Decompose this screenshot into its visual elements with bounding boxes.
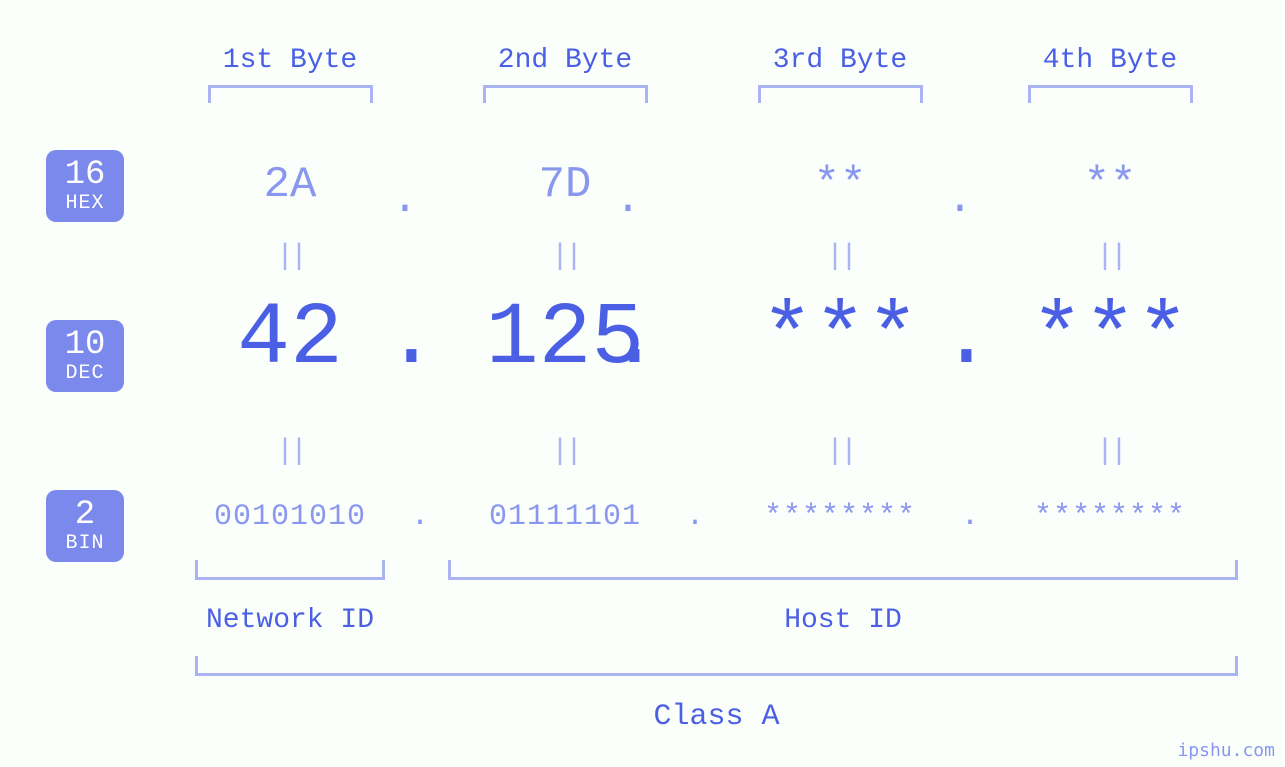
hex-byte-1: 2A [165, 160, 415, 210]
class-label: Class A [195, 700, 1238, 734]
dec-dot-3: . [940, 290, 980, 389]
bin-byte-3: ******** [715, 500, 965, 534]
base-badge-hex: 16 HEX [46, 150, 124, 222]
dec-dot-1: . [385, 290, 425, 389]
bin-dot-3: . [950, 500, 990, 534]
base-badge-hex-label: HEX [65, 193, 104, 214]
bin-dot-2: . [675, 500, 715, 534]
byte-header-1: 1st Byte [165, 45, 415, 76]
host-id-label: Host ID [448, 605, 1238, 636]
equals-icon: || [440, 240, 690, 274]
equals-icon: || [165, 240, 415, 274]
base-badge-bin: 2 BIN [46, 490, 124, 562]
equals-icon: || [715, 435, 965, 469]
ip-diagram: { "layout": { "canvas_width": 1285, "can… [0, 0, 1285, 767]
base-badge-dec-label: DEC [65, 363, 104, 384]
hex-byte-4: ** [985, 160, 1235, 210]
equals-icon: || [985, 240, 1235, 274]
byte-header-4: 4th Byte [985, 45, 1235, 76]
dec-byte-1: 42 [165, 290, 415, 389]
bin-byte-4: ******** [985, 500, 1235, 534]
dec-byte-3: *** [715, 290, 965, 389]
bin-byte-2: 01111101 [440, 500, 690, 534]
watermark: ipshu.com [1177, 740, 1275, 761]
bin-byte-1: 00101010 [165, 500, 415, 534]
equals-icon: || [715, 240, 965, 274]
base-badge-bin-label: BIN [65, 533, 104, 554]
base-badge-bin-num: 2 [75, 498, 95, 534]
equals-icon: || [165, 435, 415, 469]
hex-dot-2: . [608, 175, 648, 225]
base-badge-dec-num: 10 [65, 328, 106, 364]
base-badge-dec: 10 DEC [46, 320, 124, 392]
hex-byte-2: 7D [440, 160, 690, 210]
host-id-bracket [448, 560, 1238, 580]
top-bracket-4 [1028, 85, 1193, 103]
top-bracket-3 [758, 85, 923, 103]
top-bracket-2 [483, 85, 648, 103]
hex-dot-1: . [385, 175, 425, 225]
network-id-label: Network ID [195, 605, 385, 636]
base-badge-hex-num: 16 [65, 158, 106, 194]
top-bracket-1 [208, 85, 373, 103]
class-bracket [195, 656, 1238, 676]
byte-header-2: 2nd Byte [440, 45, 690, 76]
dec-byte-4: *** [985, 290, 1235, 389]
hex-byte-3: ** [715, 160, 965, 210]
equals-icon: || [985, 435, 1235, 469]
equals-icon: || [440, 435, 690, 469]
bin-dot-1: . [400, 500, 440, 534]
byte-header-3: 3rd Byte [715, 45, 965, 76]
dec-dot-2: . [608, 290, 648, 389]
hex-dot-3: . [940, 175, 980, 225]
network-id-bracket [195, 560, 385, 580]
